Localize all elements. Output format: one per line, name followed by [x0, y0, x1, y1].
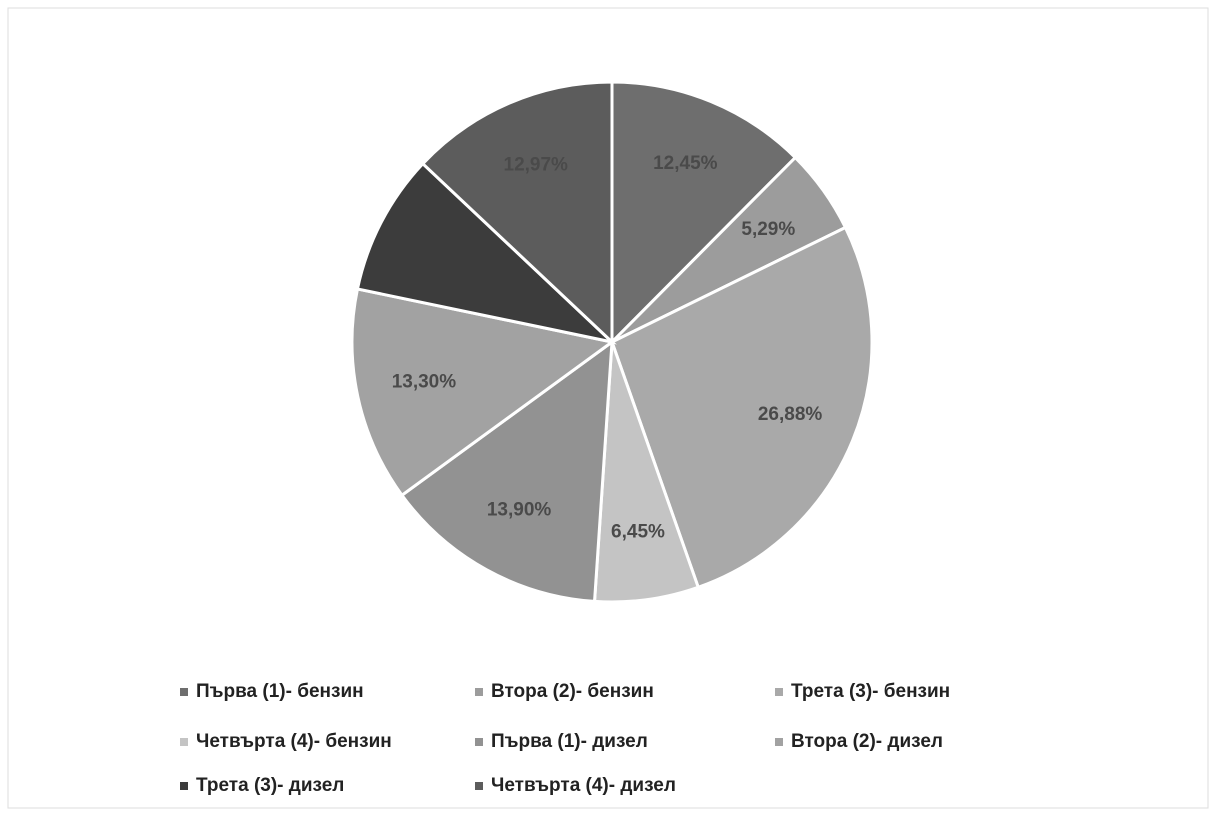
legend-swatch: [475, 738, 483, 746]
legend-swatch: [180, 738, 188, 746]
legend-swatch: [775, 738, 783, 746]
pie-slice: [610, 225, 874, 590]
legend-swatch: [775, 688, 783, 696]
pie-slice: [350, 287, 616, 498]
legend-label: Първа (1)- дизел: [491, 731, 648, 752]
legend-label: Трета (3)- бензин: [791, 681, 950, 702]
legend-label: Трета (3)- дизел: [196, 775, 344, 796]
legend-label: Четвърта (4)- дизел: [491, 775, 676, 796]
legend-label: Четвърта (4)- бензин: [196, 731, 392, 752]
data-label: 26,88%: [758, 404, 823, 425]
legend-label: Втора (2)- бензин: [491, 681, 654, 702]
legend-label: Първа (1)- бензин: [196, 681, 364, 702]
pie-slice: [420, 80, 614, 346]
legend-swatch: [180, 782, 188, 790]
pie-slice: [610, 80, 798, 346]
pie-slice: [399, 338, 614, 604]
data-label: 6,45%: [611, 522, 665, 543]
legend-label: Втора (2)- дизел: [791, 731, 943, 752]
legend-swatch: [475, 688, 483, 696]
legend-swatch: [180, 688, 188, 696]
data-label: 12,97%: [504, 154, 569, 175]
data-label: 13,30%: [392, 372, 457, 393]
data-label: 12,45%: [653, 153, 718, 174]
legend-swatch: [475, 782, 483, 790]
pie-slice: [355, 161, 617, 345]
data-label: 13,90%: [487, 500, 552, 521]
data-label: 5,29%: [741, 219, 795, 240]
